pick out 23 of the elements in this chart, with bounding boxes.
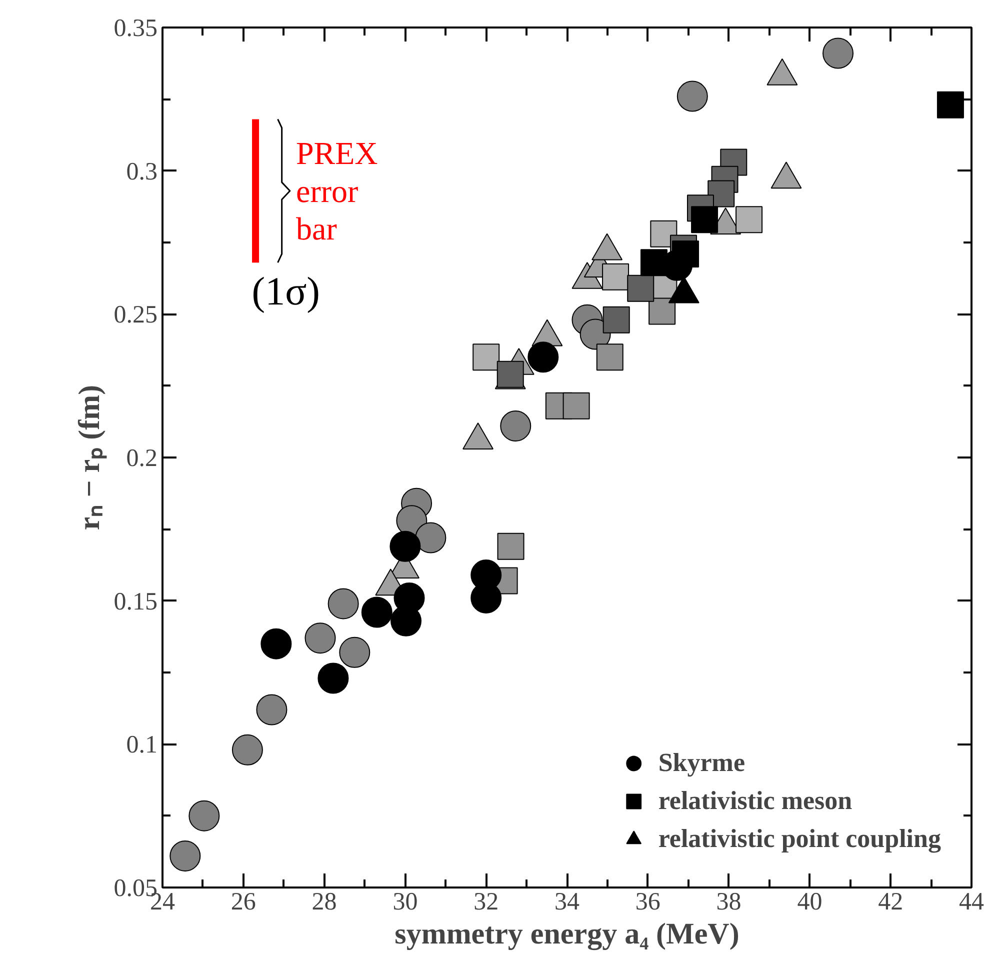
x-tick-label: 26 xyxy=(230,888,256,916)
x-tick-label: 36 xyxy=(635,888,660,916)
x-tick-label: 34 xyxy=(554,888,580,916)
x-tick-label: 44 xyxy=(959,888,984,916)
legend-label: relativistic meson xyxy=(658,786,852,816)
x-tick-label: 30 xyxy=(392,888,418,916)
y-tick-label: 0.25 xyxy=(114,302,158,329)
y-tick-label: 0.1 xyxy=(126,732,158,759)
x-tick-label: 40 xyxy=(797,888,822,916)
y-tick-label: 0.2 xyxy=(126,445,158,472)
x-tick-label: 38 xyxy=(716,888,742,916)
y-tick-label: 0.15 xyxy=(114,588,158,616)
y-tick-label: 0.35 xyxy=(114,15,158,42)
x-tick-label: 28 xyxy=(312,888,337,916)
annotation: (1σ) xyxy=(252,268,320,314)
legend-label: relativistic point coupling xyxy=(658,824,941,854)
annotation: PREX error bar xyxy=(296,135,378,247)
legend-label: Skyrme xyxy=(658,748,746,778)
y-tick-label: 0.3 xyxy=(126,158,158,186)
y-axis-title: rₙ − rₚ (fm) xyxy=(72,384,107,530)
x-tick-label: 42 xyxy=(878,888,904,916)
x-axis-title: symmetry energy a₄ (MeV) xyxy=(394,918,740,950)
x-tick-label: 32 xyxy=(474,888,499,916)
